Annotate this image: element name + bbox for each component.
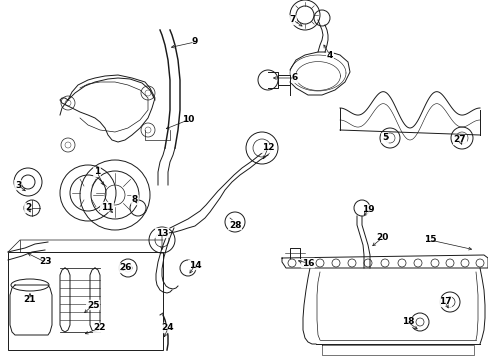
- Text: 4: 4: [326, 50, 332, 59]
- Text: 20: 20: [375, 234, 387, 243]
- Text: 11: 11: [101, 202, 113, 211]
- Text: 19: 19: [361, 206, 373, 215]
- Text: 12: 12: [261, 144, 274, 153]
- Text: 15: 15: [423, 235, 435, 244]
- Text: 23: 23: [39, 257, 51, 266]
- Text: 10: 10: [182, 116, 194, 125]
- Text: 22: 22: [94, 324, 106, 333]
- Text: 5: 5: [381, 134, 387, 143]
- Bar: [8, 252, 163, 350]
- Text: 24: 24: [162, 324, 174, 333]
- Text: 17: 17: [438, 297, 450, 306]
- Text: 7: 7: [289, 15, 296, 24]
- Text: 18: 18: [401, 318, 413, 327]
- Text: 8: 8: [132, 195, 138, 204]
- Text: 1: 1: [94, 167, 100, 176]
- Text: 2: 2: [25, 203, 31, 212]
- Text: 14: 14: [188, 261, 201, 270]
- Text: 28: 28: [228, 220, 241, 230]
- Text: 25: 25: [86, 301, 99, 310]
- Text: 3: 3: [15, 180, 21, 189]
- Text: 16: 16: [301, 258, 314, 267]
- Text: 9: 9: [191, 37, 198, 46]
- Text: 26: 26: [119, 264, 131, 273]
- Text: 6: 6: [291, 73, 298, 82]
- Text: 21: 21: [24, 296, 36, 305]
- Text: 13: 13: [156, 229, 168, 238]
- Text: 27: 27: [453, 135, 466, 144]
